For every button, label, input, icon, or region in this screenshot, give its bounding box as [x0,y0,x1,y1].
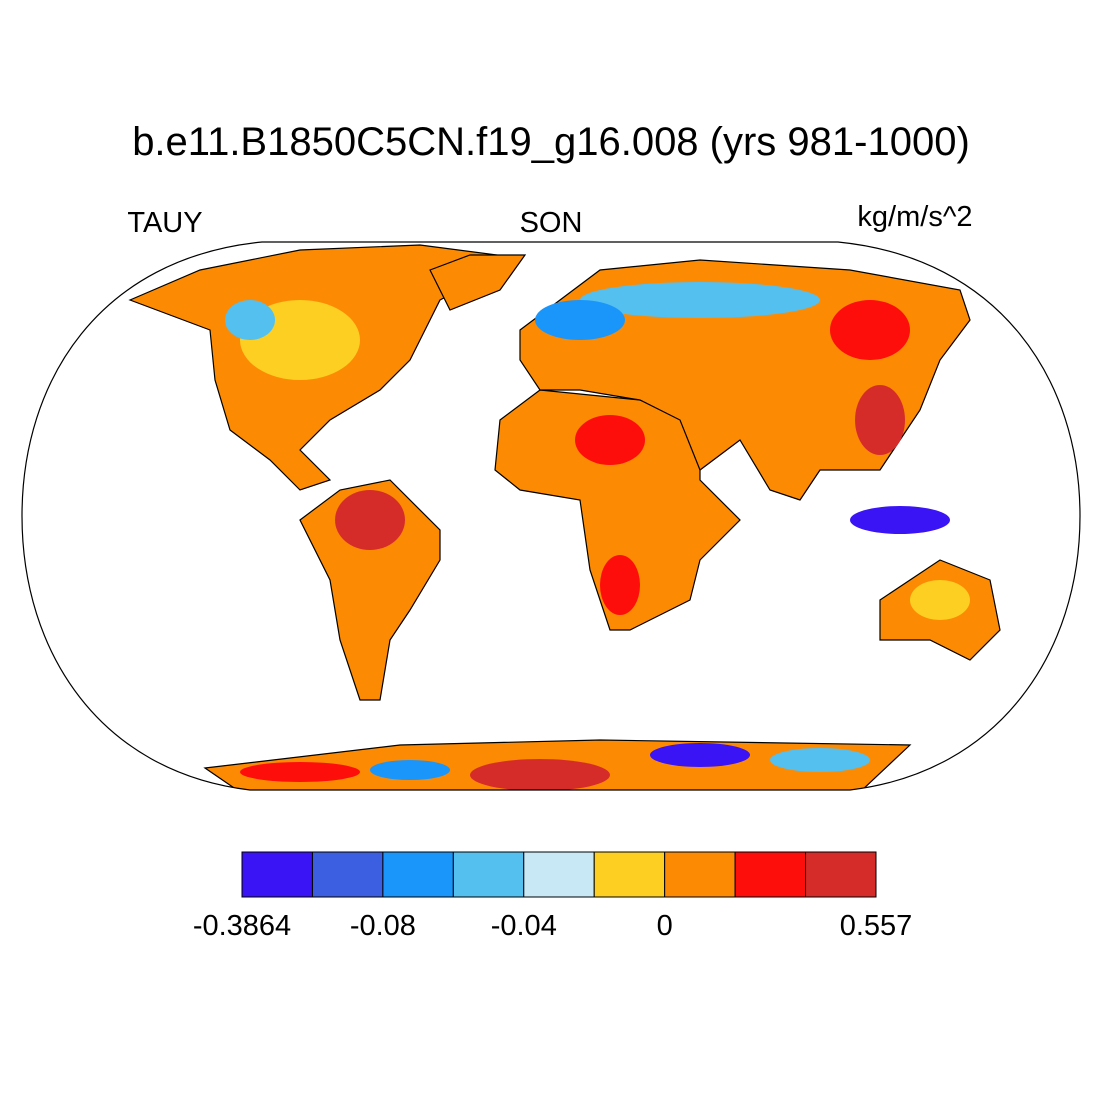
colorbar-box [523,851,595,898]
colorbar-label: -0.08 [350,910,416,942]
patch [535,300,625,340]
colorbar-box [593,851,666,898]
patch [910,580,970,620]
patch [575,415,645,465]
colorbar-box [382,851,454,898]
title: b.e11.B1850C5CN.f19_g16.008 (yrs 981-100… [132,120,970,164]
map [128,244,1001,790]
patch [370,760,450,780]
patch [580,282,820,318]
colorbar-box [805,851,877,898]
units-label: kg/m/s^2 [857,201,972,233]
patch [855,385,905,455]
colorbar-box [664,851,736,898]
colorbar-label: -0.3864 [193,910,291,942]
variable-label: TAUY [127,207,202,239]
colorbar-label: -0.04 [491,910,557,942]
patch [240,762,360,782]
patch [600,555,640,615]
colorbar-box [452,851,525,898]
colorbar-box [734,851,807,898]
colorbar-label: 0 [657,910,673,942]
field-patches [225,282,970,790]
colorbar: -0.3864 -0.08 -0.04 0 0.557 [193,851,913,942]
patch [225,300,275,340]
colorbar-label: 0.557 [840,910,913,942]
map-border [21,241,1081,791]
patch [770,748,870,772]
patch [850,506,950,534]
season-label: SON [520,207,583,239]
patch [335,490,405,550]
colorbar-box [311,851,384,898]
greenland [429,254,527,311]
patch [650,743,750,767]
colorbar-box [241,851,313,898]
south-america [299,479,441,701]
patch [830,300,910,360]
patch [470,759,610,790]
